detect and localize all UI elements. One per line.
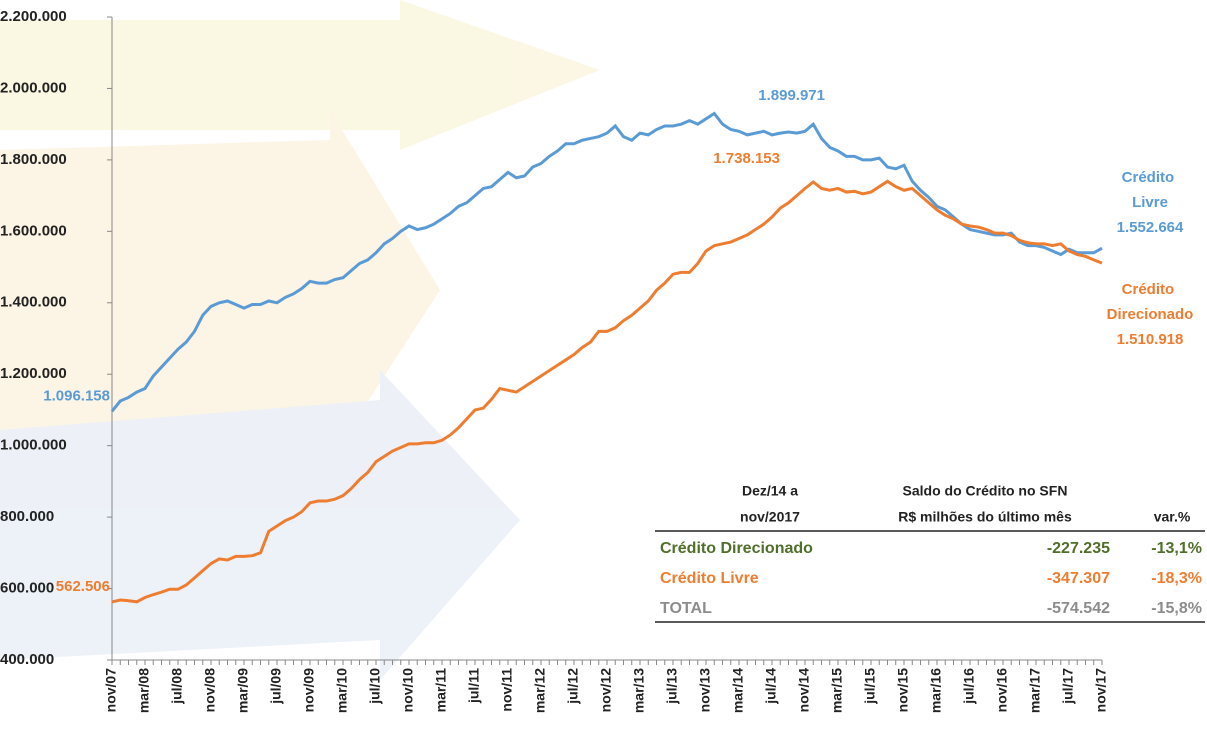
- x-tick-label: jul/09: [268, 668, 284, 705]
- x-tick-label: jul/13: [664, 668, 680, 705]
- x-tick-label: jul/15: [862, 668, 878, 705]
- x-tick-label: mar/11: [433, 668, 449, 713]
- x-tick-label: nov/10: [400, 668, 416, 713]
- table-cell: -574.542: [1047, 600, 1110, 617]
- x-tick-label: mar/15: [829, 668, 845, 713]
- y-tick-label: 2.000.000: [0, 79, 67, 96]
- table-cell: Crédito Direcionado: [660, 540, 813, 557]
- summary-table: Dez/14 a nov/2017 Saldo do Crédito no SFN R…: [655, 483, 1205, 623]
- table-header: nov/2017: [740, 509, 800, 525]
- x-tick-label: mar/09: [235, 668, 251, 713]
- x-tick-label: nov/12: [598, 668, 614, 713]
- x-tick-label: nov/15: [895, 668, 911, 713]
- y-tick-label: 400.000: [0, 651, 54, 668]
- x-tick-label: jul/11: [466, 668, 482, 704]
- x-tick-label: jul/17: [1060, 668, 1076, 705]
- x-tick-label: nov/17: [1093, 668, 1109, 713]
- y-tick-label: 1.400.000: [0, 294, 67, 311]
- x-tick-label: mar/08: [136, 668, 152, 713]
- x-tick-label: mar/10: [334, 668, 350, 713]
- value-label: 1.899.971: [758, 87, 825, 104]
- x-tick-label: mar/16: [928, 668, 944, 713]
- table-cell: -227.235: [1047, 540, 1110, 557]
- background-arrows: [0, 0, 600, 680]
- y-tick-label: 1.000.000: [0, 437, 67, 454]
- table-header: var.%: [1154, 509, 1191, 525]
- x-tick-label: mar/13: [631, 668, 647, 713]
- series-label: Crédito Direcionado: [1107, 281, 1194, 323]
- value-label: 1.552.664: [1117, 219, 1184, 236]
- x-tick-label: jul/12: [565, 668, 581, 705]
- x-tick-label: nov/09: [301, 668, 317, 713]
- x-tick-label: mar/12: [532, 668, 548, 713]
- y-tick-label: 800.000: [0, 508, 54, 525]
- table-cell: -15,8%: [1151, 600, 1202, 617]
- value-label: 1.096.158: [43, 387, 110, 404]
- line-series: [110, 111, 1103, 413]
- value-label: 1.510.918: [1117, 331, 1184, 348]
- x-tick-label: jul/10: [367, 668, 383, 705]
- x-tick-label: jul/08: [169, 668, 185, 705]
- x-tick-label: nov/14: [796, 668, 812, 713]
- x-tick-label: nov/07: [103, 668, 119, 713]
- x-tick-label: nov/08: [202, 668, 218, 713]
- series-label: Crédito Livre: [1122, 169, 1179, 211]
- table-header: Saldo do Crédito no SFN: [903, 483, 1068, 499]
- y-tick-label: 1.200.000: [0, 365, 67, 382]
- line-series: [111, 179, 1103, 604]
- x-tick-label: mar/14: [730, 668, 746, 713]
- x-tick-label: nov/11: [499, 668, 515, 712]
- x-tick-label: nov/16: [994, 668, 1010, 713]
- table-cell: -13,1%: [1151, 540, 1202, 557]
- y-tick-label: 2.200.000: [0, 8, 67, 25]
- value-label: 1.738.153: [713, 150, 780, 167]
- table-cell: TOTAL: [660, 600, 712, 617]
- value-label: 562.506: [56, 578, 110, 595]
- table-cell: Crédito Livre: [660, 570, 759, 587]
- x-tick-label: nov/13: [697, 668, 713, 713]
- x-tick-label: mar/17: [1027, 668, 1043, 713]
- y-tick-label: 1.600.000: [0, 222, 67, 239]
- y-tick-label: 1.800.000: [0, 151, 67, 168]
- table-cell: -347.307: [1047, 570, 1110, 587]
- y-tick-label: 600.000: [0, 580, 54, 597]
- table-header: R$ milhões do último mês: [898, 509, 1072, 525]
- x-tick-label: jul/14: [763, 668, 779, 705]
- table-header: Dez/14 a: [742, 483, 798, 499]
- x-tick-label: jul/16: [961, 668, 977, 705]
- table-cell: -18,3%: [1151, 570, 1202, 587]
